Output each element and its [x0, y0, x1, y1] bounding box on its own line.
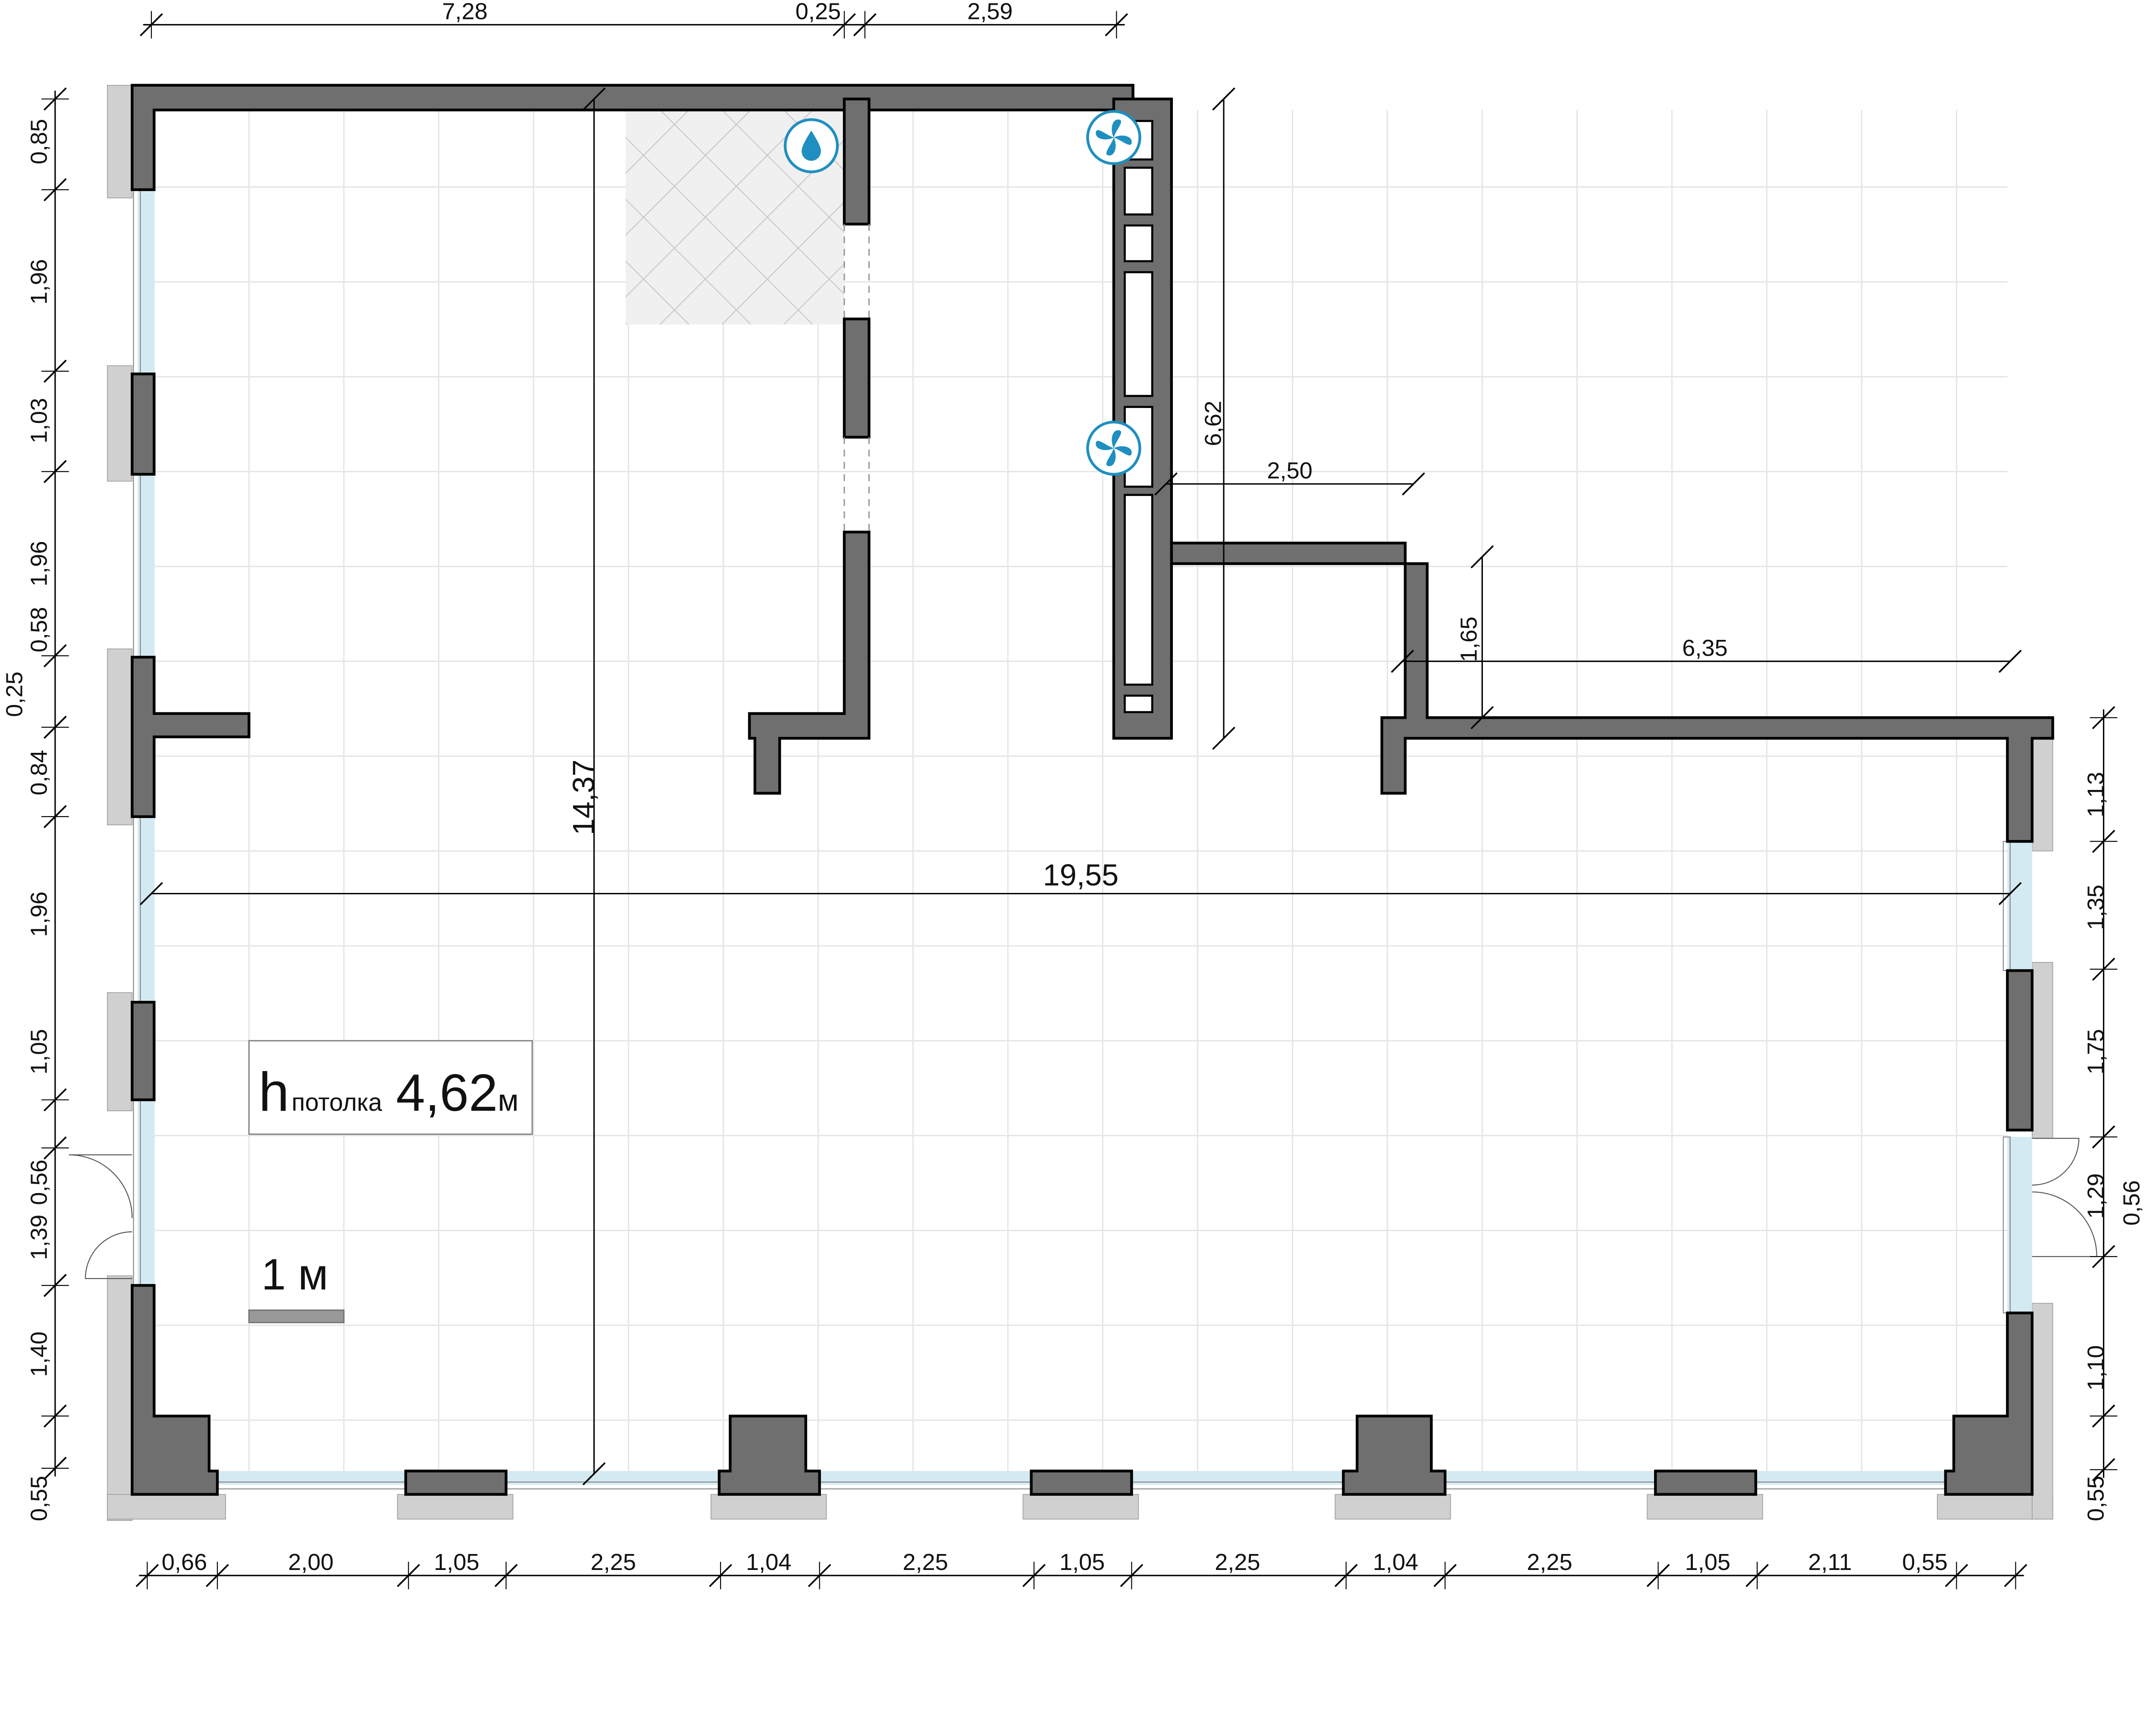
dimension-label: 1,10 — [2083, 1345, 2109, 1391]
dimension-label: 2,50 — [1267, 458, 1312, 484]
dimension-label: 1,05 — [1685, 1549, 1730, 1575]
dimension-label: 1,40 — [26, 1332, 52, 1377]
dimension-label: 0,84 — [26, 750, 52, 795]
fan-icon — [1086, 110, 1141, 165]
water-drop-icon — [783, 118, 839, 173]
dimension-label: 1,39 — [26, 1215, 52, 1260]
wall — [1654, 1469, 1758, 1496]
wall — [2006, 969, 2034, 1132]
wall — [718, 1414, 821, 1496]
dimension-label: 2,25 — [591, 1549, 636, 1575]
shaft-cell — [1124, 166, 1153, 216]
floor-plan: 7,28 0,25 2,59 0,66 2,00 1,05 2,25 1,04 2,25 1,05… — [1, 0, 2144, 1589]
dimension-label: 1,04 — [746, 1549, 791, 1575]
dimension-label: 2,00 — [288, 1549, 333, 1575]
wall — [1030, 1469, 1133, 1496]
ceiling-value: 4,62 — [396, 1063, 498, 1122]
wall — [1944, 1311, 2034, 1496]
dimension-label: 2,25 — [1215, 1549, 1260, 1575]
dimension-label: 2,25 — [1527, 1549, 1572, 1575]
wall — [404, 1469, 508, 1496]
dimension-label: 6,62 — [1200, 401, 1226, 446]
walls — [131, 84, 2054, 1496]
wall — [1342, 1414, 1447, 1496]
dimensions: 7,28 0,25 2,59 0,66 2,00 1,05 2,25 1,04 2,25 1,05… — [1, 0, 2144, 1589]
dimension-label: 1,05 — [1059, 1549, 1105, 1575]
wall — [748, 530, 871, 795]
ceiling-unit: м — [498, 1084, 519, 1117]
dimension-label: 1,03 — [26, 398, 52, 443]
ceiling-label: потолка — [291, 1089, 382, 1116]
dimension-label: 0,66 — [162, 1549, 207, 1575]
shaft-cell — [1124, 694, 1153, 713]
fan-icon — [1086, 420, 1141, 476]
wall — [131, 655, 251, 818]
dimension-label: 0,58 — [26, 607, 52, 652]
scale-label: 1 м — [261, 1250, 328, 1299]
dimension-label: 1,96 — [26, 892, 52, 937]
dimension-label: 1,75 — [2083, 1029, 2109, 1074]
wall — [843, 317, 871, 439]
grid — [153, 110, 2008, 1471]
dimension-label: 0,25 — [796, 0, 841, 25]
wall — [131, 1001, 156, 1101]
dimension-label: 2,11 — [1808, 1549, 1852, 1575]
wall — [131, 84, 1134, 191]
dimension-label: 0,55 — [1902, 1549, 1947, 1575]
shaft-cell — [1124, 271, 1153, 397]
shaft-cell — [1124, 494, 1153, 686]
dimension-label: 0,55 — [26, 1476, 52, 1521]
dimension-label: 2,25 — [903, 1549, 948, 1575]
dimension-label: 1,35 — [2083, 885, 2109, 930]
dimension-label: 1,05 — [434, 1549, 479, 1575]
dimension-label: 7,28 — [442, 0, 487, 25]
scale-bar: 1 м — [248, 1250, 345, 1323]
windows — [69, 189, 2097, 1489]
total-width-dimension: 19,55 — [1043, 858, 1119, 892]
ceiling-height-label: h потолка 4,62 м — [248, 1040, 533, 1135]
dimension-label: 1,29 — [2083, 1173, 2109, 1219]
shaft-cell — [1124, 224, 1153, 263]
dimension-label: 0,55 — [2083, 1476, 2109, 1521]
total-height-dimension: 14,37 — [567, 760, 601, 835]
wall — [131, 373, 156, 476]
dimension-label: 0,85 — [26, 119, 52, 164]
wall — [843, 97, 871, 226]
exterior-blocks — [107, 85, 2053, 1521]
dimension-label: 1,04 — [1373, 1549, 1418, 1575]
dimension-label: 2,59 — [967, 0, 1012, 25]
dimension-label: 6,35 — [1682, 635, 1727, 661]
dimension-label: 1,96 — [26, 541, 52, 586]
dimension-label: 1,13 — [2083, 772, 2109, 817]
dimension-label: 0,56 — [2118, 1180, 2144, 1225]
dimension-label: 1,65 — [1456, 617, 1482, 662]
ceiling-prefix: h — [259, 1062, 289, 1123]
dimension-label: 1,96 — [26, 259, 52, 304]
dimension-label: 1,05 — [26, 1029, 52, 1074]
wall — [1112, 97, 2054, 843]
wall — [131, 1284, 219, 1496]
dimension-label: 0,56 — [26, 1159, 52, 1205]
dimension-label: 0,25 — [1, 671, 27, 717]
